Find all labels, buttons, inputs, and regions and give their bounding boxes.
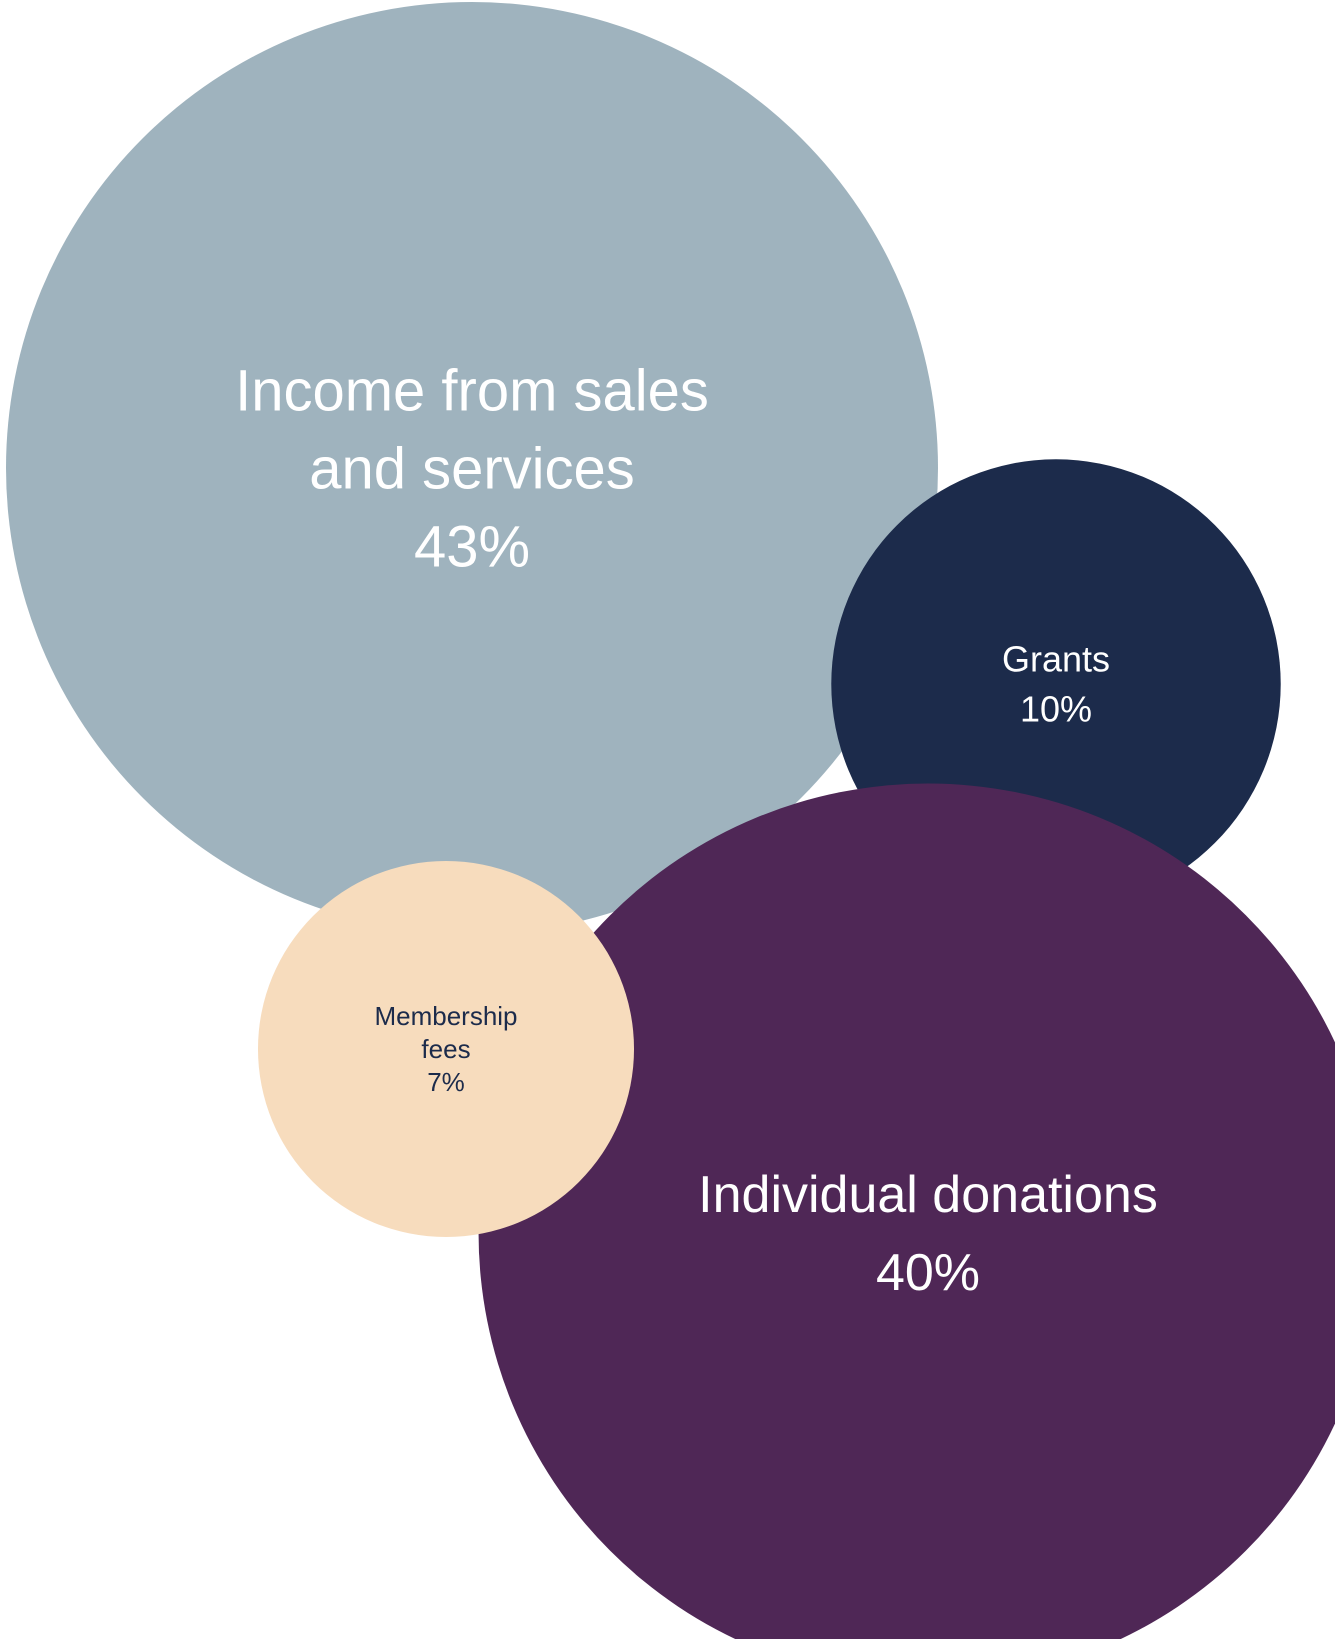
bubble-grants-value-label: 10%	[1020, 689, 1092, 730]
bubble-circle-donations	[478, 783, 1335, 1639]
bubble-sales-name-label: and services	[309, 436, 635, 501]
bubble-sales-name-label: Income from sales	[235, 358, 709, 423]
bubble-sales: Income from sales and services 43%	[6, 2, 938, 934]
bubble-circle-sales	[6, 2, 938, 934]
bubble-membership-name-label: Membership	[374, 1001, 517, 1031]
bubble-grants-name-label: Grants	[1002, 639, 1110, 680]
bubble-donations: Individual donations 40%	[478, 783, 1335, 1639]
bubble-donations-name-label: Individual donations	[698, 1166, 1158, 1224]
bubble-donations-value-label: 40%	[876, 1244, 980, 1302]
bubble-membership-value-label: 7%	[427, 1067, 465, 1097]
bubble-sales-value-label: 43%	[414, 514, 530, 579]
bubble-membership-name-label: fees	[421, 1034, 470, 1064]
bubble-circle-membership	[257, 860, 635, 1238]
